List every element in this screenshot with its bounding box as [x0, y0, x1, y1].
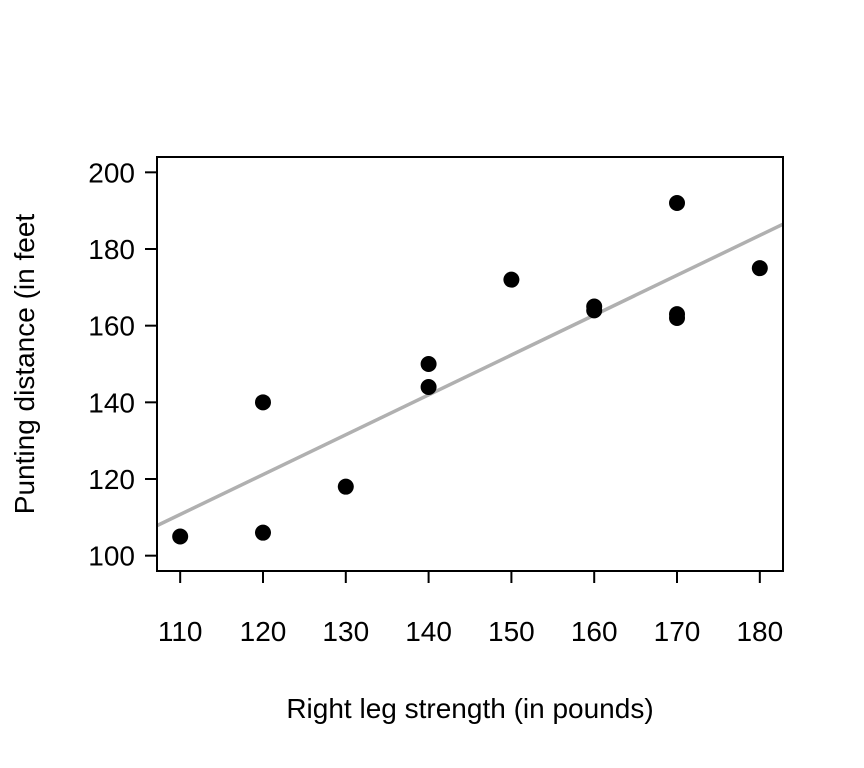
data-point: [254, 524, 271, 541]
y-axis: 100 120 140 160 180 200: [88, 157, 158, 572]
y-tick-label: 160: [88, 311, 135, 342]
y-tick-label: 120: [88, 464, 135, 495]
x-tick-label: 140: [405, 616, 452, 647]
data-point: [503, 271, 520, 288]
x-tick-label: 180: [736, 616, 783, 647]
y-tick-label: 180: [88, 234, 135, 265]
data-point: [420, 379, 437, 395]
y-tick-label: 200: [88, 157, 135, 188]
x-tick-label: 170: [654, 616, 701, 647]
data-point: [254, 394, 271, 411]
x-tick-label: 120: [240, 616, 287, 647]
x-tick-label: 130: [322, 616, 369, 647]
x-axis: 110 120 130 140 150 160 170 180: [158, 570, 783, 647]
data-point: [751, 260, 768, 277]
data-point: [172, 528, 189, 545]
x-tick-label: 150: [488, 616, 535, 647]
y-tick-label: 140: [88, 387, 135, 418]
y-axis-title: Punting distance (in feet: [9, 214, 40, 515]
regression-line: [157, 222, 783, 528]
x-axis-title: Right leg strength (in pounds): [286, 693, 653, 724]
plot-frame: [156, 156, 784, 572]
data-point: [669, 195, 686, 211]
x-tick-label: 160: [571, 616, 618, 647]
data-point: [669, 306, 686, 323]
data-point: [586, 298, 603, 315]
x-tick-label: 110: [158, 616, 203, 647]
data-point: [420, 356, 437, 372]
data-point: [337, 478, 354, 495]
y-tick-label: 100: [88, 541, 135, 572]
